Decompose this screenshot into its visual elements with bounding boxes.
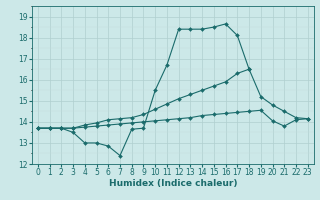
X-axis label: Humidex (Indice chaleur): Humidex (Indice chaleur) [108, 179, 237, 188]
